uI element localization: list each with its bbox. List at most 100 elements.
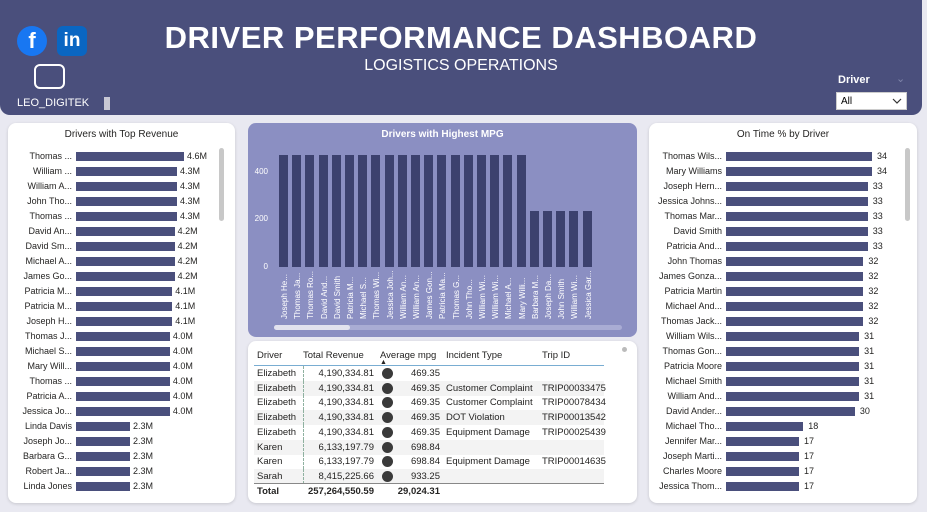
chart-row[interactable]: Joseph Marti... 17 — [649, 449, 899, 463]
chart-row[interactable]: Thomas ... 4.0M — [8, 374, 218, 388]
on-time-bar[interactable] — [726, 212, 868, 221]
chart-row[interactable]: John Thomas 32 — [649, 254, 899, 268]
slicer-collapse-icon[interactable]: ⌄ — [896, 73, 906, 85]
revenue-bar[interactable] — [76, 287, 173, 296]
chart-row[interactable]: Thomas Wils... 34 — [649, 149, 899, 163]
chart-row[interactable]: Michael A... 4.2M — [8, 254, 218, 268]
driver-slicer-dropdown[interactable]: All — [836, 92, 907, 110]
chart-row[interactable]: Thomas Jack... 32 — [649, 314, 899, 328]
mpg-bar[interactable] — [569, 211, 579, 267]
chart-row[interactable]: Michael S... 4.0M — [8, 344, 218, 358]
revenue-bar[interactable] — [76, 422, 130, 431]
mpg-bar[interactable] — [582, 211, 592, 267]
on-time-bar[interactable] — [726, 392, 860, 401]
mpg-bar[interactable] — [477, 155, 486, 267]
on-time-bar[interactable] — [726, 482, 799, 491]
chart-row[interactable]: David An... 4.2M — [8, 224, 218, 238]
on-time-bar[interactable] — [726, 452, 799, 461]
facebook-icon[interactable]: f — [17, 26, 47, 56]
chart-row[interactable]: William Wils... 31 — [649, 329, 899, 343]
mpg-bar[interactable] — [437, 155, 447, 267]
revenue-bar[interactable] — [76, 227, 175, 236]
table-row[interactable]: Elizabeth 4,190,334.81 469.35 Customer Comp… — [254, 380, 606, 396]
on-time-bar[interactable] — [726, 302, 864, 311]
mpg-bar[interactable] — [371, 155, 381, 267]
on-time-bar[interactable] — [726, 437, 799, 446]
chart-row[interactable]: James Go... 4.2M — [8, 269, 218, 283]
chart-row[interactable]: Thomas Gon... 31 — [649, 344, 899, 358]
on-time-bar[interactable] — [726, 332, 860, 341]
mpg-bar[interactable] — [384, 155, 394, 267]
on-time-bar[interactable] — [726, 182, 868, 191]
chart-row[interactable]: Thomas ... 4.6M — [8, 149, 218, 163]
chart-row[interactable]: Robert Ja... 2.3M — [8, 464, 218, 478]
chart-row[interactable]: Joseph Jo... 2.3M — [8, 434, 218, 448]
mpg-bar[interactable] — [556, 211, 566, 267]
chart-row[interactable]: Patricia M... 4.1M — [8, 299, 218, 313]
sort-arrow-icon[interactable]: ▲ — [380, 359, 387, 366]
mpg-bar[interactable] — [292, 155, 302, 267]
table-row[interactable]: Elizabeth 4,190,334.81 469.35 — [254, 366, 604, 381]
mpg-bar[interactable] — [397, 155, 407, 267]
chart-row[interactable]: David Smith 33 — [649, 224, 899, 238]
mpg-bar[interactable] — [503, 155, 513, 267]
revenue-bar[interactable] — [76, 362, 170, 371]
mpg-bar[interactable] — [529, 211, 539, 267]
on-time-bar[interactable] — [726, 422, 804, 431]
revenue-bar[interactable] — [76, 467, 130, 476]
mpg-bar[interactable] — [279, 155, 288, 267]
chart-row[interactable]: Thomas ... 4.3M — [8, 209, 218, 223]
mpg-bar[interactable] — [450, 155, 460, 267]
mpg-scroll-thumb[interactable] — [274, 325, 350, 330]
on-time-bar[interactable] — [726, 362, 860, 371]
table-row[interactable]: Elizabeth 4,190,334.81 469.35 Customer Comp… — [254, 395, 606, 411]
mpg-bar[interactable] — [490, 155, 500, 267]
chart-row[interactable]: William And... 31 — [649, 389, 899, 403]
chart-row[interactable]: James Gonza... 32 — [649, 269, 899, 283]
mpg-bar[interactable] — [318, 155, 328, 267]
table-header-average-mpg[interactable]: Average mpg — [380, 350, 437, 361]
revenue-bar[interactable] — [76, 347, 170, 356]
table-row[interactable]: Elizabeth 4,190,334.81 469.35 Equipment Dam… — [254, 424, 606, 440]
mpg-bar[interactable] — [543, 211, 552, 267]
chart-row[interactable]: Michael And... 32 — [649, 299, 899, 313]
table-row[interactable]: Karen 6,133,197.79 698.84 Equipment Damage T… — [254, 454, 606, 470]
mpg-bar[interactable] — [305, 155, 315, 267]
table-row[interactable]: Karen 6,133,197.79 698.84 — [254, 439, 604, 455]
mpg-bar[interactable] — [345, 155, 354, 267]
chart-row[interactable]: Jessica Johns... 33 — [649, 194, 899, 208]
revenue-bar[interactable] — [76, 242, 175, 251]
on-time-bar[interactable] — [726, 257, 864, 266]
chart-row[interactable]: David Ander... 30 — [649, 404, 899, 418]
on-time-bar[interactable] — [726, 287, 864, 296]
on-time-bar[interactable] — [726, 272, 864, 281]
table-header-total-revenue[interactable]: Total Revenue — [303, 350, 364, 361]
revenue-bar[interactable] — [76, 182, 177, 191]
chart-row[interactable]: Patricia M... 4.1M — [8, 284, 218, 298]
chart-row[interactable]: Barbara G... 2.3M — [8, 449, 218, 463]
on-time-bar[interactable] — [726, 347, 860, 356]
revenue-bar[interactable] — [76, 257, 175, 266]
revenue-bar[interactable] — [76, 377, 170, 386]
on-time-bar[interactable] — [726, 227, 868, 236]
revenue-bar[interactable] — [76, 317, 173, 326]
top-revenue-scrollbar[interactable] — [219, 148, 224, 221]
on-time-scrollbar[interactable] — [905, 148, 910, 221]
on-time-bar[interactable] — [726, 467, 799, 476]
chart-row[interactable]: Michael Tho... 18 — [649, 419, 899, 433]
revenue-bar[interactable] — [76, 212, 177, 221]
mpg-bar[interactable] — [463, 155, 473, 267]
mpg-bar[interactable] — [516, 155, 526, 267]
mpg-bar[interactable] — [358, 155, 368, 267]
revenue-bar[interactable] — [76, 272, 175, 281]
chart-row[interactable]: Michael Smith 31 — [649, 374, 899, 388]
chart-row[interactable]: Jessica Jo... 4.0M — [8, 404, 218, 418]
chart-row[interactable]: Thomas J... 4.0M — [8, 329, 218, 343]
revenue-bar[interactable] — [76, 167, 177, 176]
chart-row[interactable]: John Tho... 4.3M — [8, 194, 218, 208]
table-scrollbar[interactable] — [622, 347, 627, 352]
chart-row[interactable]: Mary Williams 34 — [649, 164, 899, 178]
revenue-bar[interactable] — [76, 407, 170, 416]
revenue-bar[interactable] — [76, 152, 184, 161]
on-time-bar[interactable] — [726, 377, 860, 386]
